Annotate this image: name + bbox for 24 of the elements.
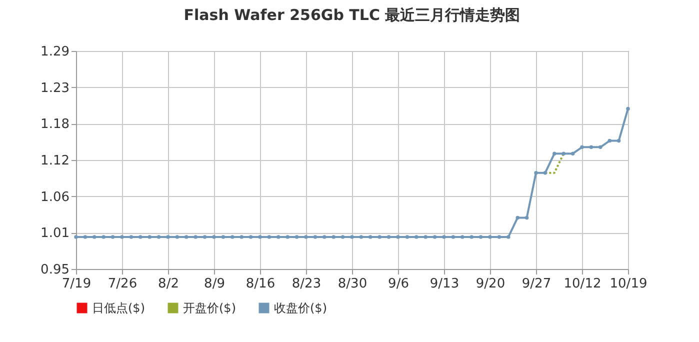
legend-label: 日低点($) <box>92 301 145 315</box>
y-tick-label: 1.12 <box>40 154 70 168</box>
x-tick-label: 9/20 <box>476 276 506 292</box>
x-tick-label: 7/26 <box>108 276 138 292</box>
y-tick-label: 1.29 <box>40 44 70 60</box>
legend-label: 收盘价($) <box>274 301 327 315</box>
chart-title: Flash Wafer 256Gb TLC 最近三月行情走势图 <box>184 6 520 24</box>
x-tick-label: 8/23 <box>292 276 322 292</box>
x-tick-label: 8/2 <box>158 276 179 292</box>
y-tick-label: 1.01 <box>40 226 70 242</box>
x-tick-label: 10/12 <box>564 276 602 292</box>
x-tick-label: 8/9 <box>204 276 225 292</box>
x-tick-label: 9/13 <box>430 276 460 292</box>
x-tick-label: 8/30 <box>338 276 368 292</box>
x-tick-label: 10/19 <box>610 276 648 292</box>
x-tick-label: 8/16 <box>246 276 276 292</box>
legend-label: 开盘价($) <box>183 301 236 315</box>
x-tick-label: 9/6 <box>388 276 409 292</box>
y-tick-label: 1.06 <box>40 190 70 205</box>
y-tick-label: 1.23 <box>40 80 70 96</box>
x-tick-label: 9/27 <box>522 276 552 292</box>
y-tick-label: 0.95 <box>40 262 70 278</box>
x-tick-label: 7/19 <box>62 276 92 292</box>
y-tick-label: 1.18 <box>40 117 70 132</box>
